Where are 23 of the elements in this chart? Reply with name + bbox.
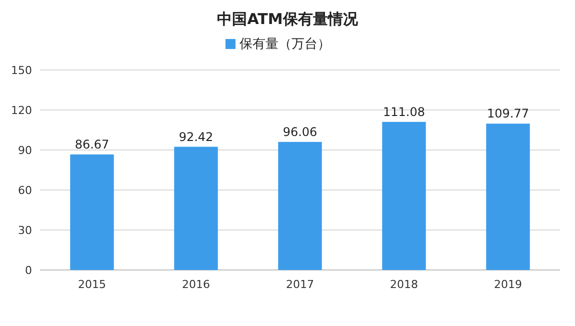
chart-title: 中国ATM保有量情况 (217, 10, 359, 28)
bar (278, 142, 322, 270)
data-label: 86.67 (74, 137, 110, 152)
y-tick-label: 60 (18, 184, 32, 197)
data-label: 92.42 (178, 130, 214, 144)
y-tick-label: 150 (11, 64, 32, 77)
legend-label: 保有量（万台） (240, 37, 330, 52)
bar (382, 122, 426, 270)
data-label: 109.77 (487, 106, 529, 121)
y-tick-label: 30 (18, 224, 32, 237)
x-tick-label: 2018 (390, 278, 418, 291)
y-tick-label: 0 (25, 264, 32, 277)
data-label: 96.06 (282, 124, 318, 139)
y-tick-label: 120 (11, 104, 32, 117)
x-tick-label: 2016 (182, 278, 210, 291)
y-tick-label: 90 (18, 144, 32, 157)
x-tick-label: 2017 (286, 278, 314, 291)
bar (174, 146, 218, 270)
x-tick-label: 2019 (494, 278, 522, 291)
x-tick-label: 2015 (78, 278, 106, 291)
bar (486, 124, 530, 270)
data-label: 111.08 (383, 104, 425, 119)
bar (70, 154, 114, 270)
